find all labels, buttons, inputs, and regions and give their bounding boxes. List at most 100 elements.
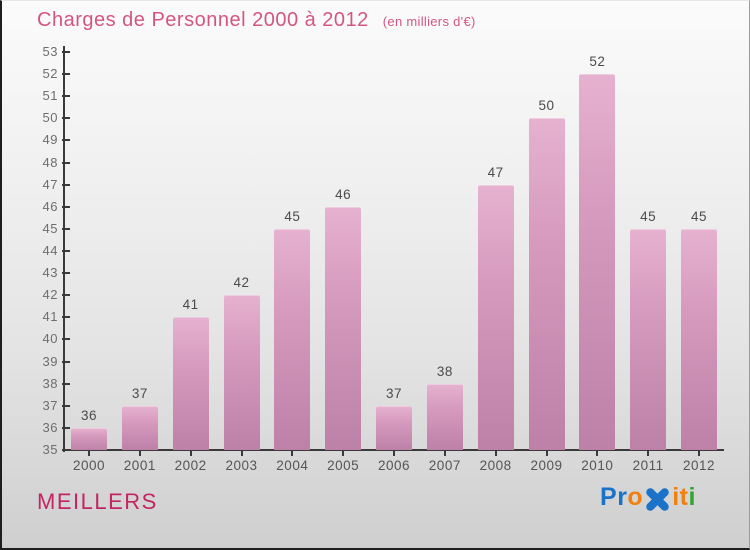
y-axis-tick-label: 41 [42, 309, 58, 325]
x-axis-tick-label: 2007 [428, 458, 461, 473]
y-axis-tick [62, 382, 70, 385]
bar-2008 [477, 184, 514, 450]
x-axis-tick [647, 451, 650, 456]
y-axis-tick-label: 37 [42, 397, 58, 413]
x-axis-tick-label: 2008 [479, 458, 512, 473]
x-axis-tick [138, 451, 141, 456]
x-axis-tick [596, 451, 599, 456]
y-axis-tick-label: 50 [42, 110, 58, 126]
y-axis-tick [62, 51, 70, 53]
x-axis-tick [291, 451, 294, 456]
x-axis-tick-label: 2004 [276, 458, 309, 473]
bar-2003 [223, 295, 260, 450]
x-axis-tick-label: 2010 [581, 458, 614, 473]
y-axis-tick [62, 205, 70, 208]
logo-letter: i [672, 483, 680, 511]
logo-letter: o [627, 483, 644, 511]
y-axis-tick [62, 161, 70, 164]
bar-value-label: 45 [690, 208, 708, 224]
x-axis-tick [88, 451, 90, 456]
bar-2012 [681, 228, 717, 450]
y-axis-tick [62, 73, 70, 76]
logo-letter: r [617, 483, 628, 511]
y-axis-tick [62, 95, 70, 98]
x-axis-tick-label: 2011 [632, 458, 664, 473]
bar-value-label: 47 [487, 164, 504, 180]
x-axis-tick-label: 2009 [530, 458, 563, 473]
x-axis-tick [240, 451, 243, 456]
bar-value-label: 37 [131, 385, 148, 401]
bar-value-label: 45 [284, 208, 301, 224]
bar-2011 [630, 228, 667, 450]
y-axis-tick [62, 272, 70, 275]
y-axis-tick [62, 338, 70, 341]
y-axis-tick [62, 250, 70, 252]
y-axis-tick [62, 183, 70, 186]
x-axis-tick [443, 451, 446, 456]
y-axis-tick-label: 49 [42, 132, 58, 148]
y-axis-tick [62, 227, 70, 230]
y-axis-tick-label: 51 [42, 88, 58, 104]
x-axis-tick [342, 451, 345, 456]
x-axis-tick-label: 2012 [682, 458, 716, 473]
bar-2005 [325, 206, 362, 450]
x-axis-tick [494, 451, 497, 456]
y-axis-line [63, 46, 65, 452]
bar-2004 [274, 228, 311, 450]
y-axis-tick [62, 117, 70, 120]
bar-2009 [528, 118, 565, 450]
y-axis-tick-label: 48 [42, 154, 58, 170]
bar-value-label: 36 [80, 407, 98, 423]
y-axis-tick-label: 46 [42, 198, 58, 214]
y-axis-tick-label: 45 [42, 220, 58, 236]
y-axis-tick-label: 47 [42, 176, 58, 192]
y-axis-tick-label: 53 [42, 44, 58, 59]
x-axis-tick [189, 451, 192, 456]
y-axis-tick-label: 42 [42, 287, 58, 303]
y-axis-tick-label: 44 [42, 243, 58, 258]
y-axis-tick-label: 52 [42, 66, 58, 82]
logo-letter: i [688, 483, 696, 511]
y-axis-tick-label: 36 [42, 419, 58, 435]
x-axis-tick-label: 2005 [327, 458, 360, 473]
y-axis-tick [62, 139, 70, 142]
y-axis-tick-label: 39 [42, 353, 58, 369]
y-axis-tick-label: 35 [42, 442, 58, 457]
y-axis-tick [62, 449, 70, 451]
y-axis-tick-label: 43 [42, 265, 58, 281]
bar-2010 [579, 74, 616, 450]
x-axis-line [63, 449, 724, 451]
bar-2000 [71, 427, 107, 450]
bar-2006 [376, 405, 412, 450]
y-axis-tick [62, 294, 70, 297]
bar-value-label: 41 [182, 297, 199, 313]
logo-letter: t [679, 483, 689, 511]
y-axis-tick [62, 316, 70, 319]
y-axis-tick [62, 360, 70, 363]
x-axis-tick-label: 2000 [72, 458, 106, 473]
y-axis-tick-label: 40 [42, 331, 58, 347]
logo-letter: P [600, 483, 618, 511]
y-axis-tick [62, 426, 70, 429]
bar-value-label: 50 [538, 98, 555, 114]
x-axis-tick-label: 2002 [174, 458, 207, 473]
bar-value-label: 46 [335, 186, 352, 202]
bar-value-label: 38 [436, 363, 453, 379]
company-name-label: MEILLERS [37, 489, 158, 514]
bar-value-label: 37 [385, 385, 403, 401]
bar-value-label: 52 [589, 54, 606, 70]
x-axis-tick-label: 2003 [225, 458, 258, 473]
bar-2007 [426, 383, 463, 450]
logo-x-icon [644, 482, 671, 513]
bar-2001 [121, 405, 158, 450]
x-axis-tick [393, 451, 395, 456]
bar-2002 [172, 317, 209, 450]
x-axis-tick [545, 451, 548, 456]
bar-value-label: 45 [640, 208, 657, 224]
x-axis-tick [698, 451, 700, 456]
chart-header: Charges de Personnel 2000 à 2012 (en mil… [37, 9, 476, 32]
bar-value-label: 42 [233, 275, 250, 291]
